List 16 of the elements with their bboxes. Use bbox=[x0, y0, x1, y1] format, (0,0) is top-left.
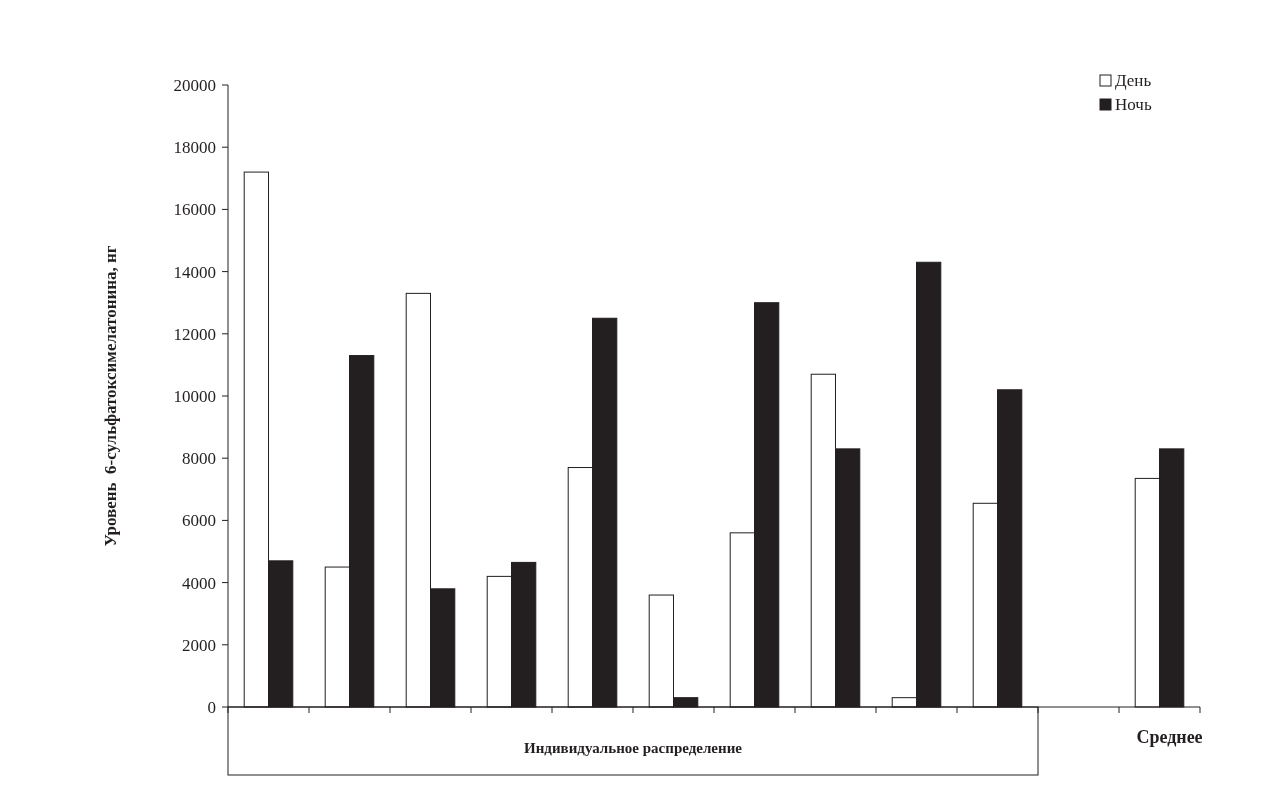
y-tick-label: 14000 bbox=[173, 262, 216, 282]
y-tick-label: 2000 bbox=[182, 635, 216, 655]
y-tick-label: 20000 bbox=[173, 75, 216, 95]
text: Индивидуальное распределение bbox=[524, 740, 743, 756]
legend-label: Ночь bbox=[1115, 95, 1152, 114]
y-tick-label: 0 bbox=[207, 697, 216, 717]
legend-label: День bbox=[1115, 71, 1152, 90]
x-tick-label: Среднее bbox=[1136, 727, 1203, 747]
y-axis-title: Уровень 6-сульфатоксимелатонина, нг bbox=[101, 245, 120, 547]
y-tick-label: 18000 bbox=[173, 138, 216, 158]
y-tick-label: 4000 bbox=[182, 573, 216, 593]
y-tick-label: 16000 bbox=[173, 200, 216, 220]
y-tick-label: 6000 bbox=[182, 511, 216, 531]
y-tick-label: 10000 bbox=[173, 386, 216, 406]
y-tick-label: 8000 bbox=[182, 449, 216, 469]
y-tick-label: 12000 bbox=[173, 324, 216, 344]
